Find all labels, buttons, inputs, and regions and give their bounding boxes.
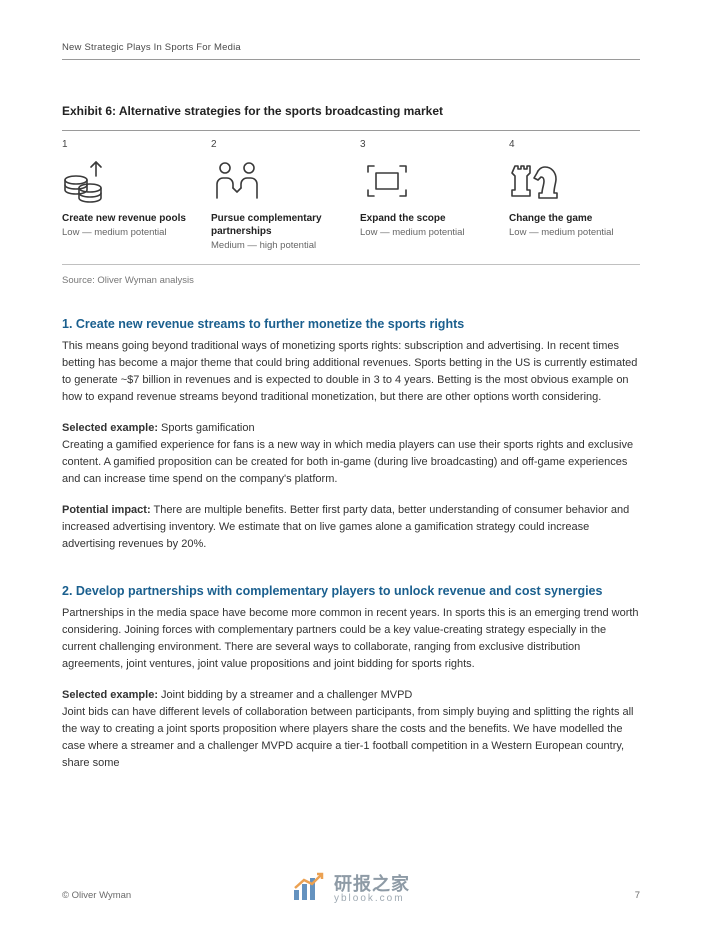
footer-page-number: 7 xyxy=(635,890,640,901)
selected-example: Selected example: Sports gamification Cr… xyxy=(62,420,640,488)
section-2: 2. Develop partnerships with complementa… xyxy=(62,583,640,772)
strategy-name: Expand the scope xyxy=(360,212,491,225)
strategy-potential: Low — medium potential xyxy=(509,227,640,239)
example-label: Selected example: xyxy=(62,689,158,701)
exhibit-title: Exhibit 6: Alternative strategies for th… xyxy=(62,104,640,118)
section-body: This means going beyond traditional ways… xyxy=(62,338,640,406)
section-body: Partnerships in the media space have bec… xyxy=(62,605,640,673)
exhibit-block: Exhibit 6: Alternative strategies for th… xyxy=(62,104,640,286)
strategy-name: Pursue complementary partnerships xyxy=(211,212,342,238)
footer-copyright: © Oliver Wyman xyxy=(62,890,131,901)
example-title: Joint bidding by a streamer and a challe… xyxy=(158,689,412,701)
exhibit-source: Source: Oliver Wyman analysis xyxy=(62,275,640,286)
strategy-number: 4 xyxy=(509,139,640,150)
expand-scope-icon xyxy=(360,156,491,206)
strategy-item: 4 Change the game Low — medium potential xyxy=(509,139,640,252)
impact-label: Potential impact: xyxy=(62,504,151,516)
strategy-item: 1 Create new revenue pools Low — medium … xyxy=(62,139,193,252)
strategy-potential: Low — medium potential xyxy=(62,227,193,239)
watermark-url: yblook.com xyxy=(334,894,410,905)
partnership-icon xyxy=(211,156,342,206)
strategy-number: 1 xyxy=(62,139,193,150)
section-heading: 1. Create new revenue streams to further… xyxy=(62,316,640,334)
strategy-potential: Low — medium potential xyxy=(360,227,491,239)
header-rule xyxy=(62,59,640,60)
section-heading: 2. Develop partnerships with complementa… xyxy=(62,583,640,601)
page-header: New Strategic Plays In Sports For Media xyxy=(62,42,640,60)
exhibit-rule-top xyxy=(62,130,640,131)
exhibit-rule-bottom xyxy=(62,264,640,265)
header-title: New Strategic Plays In Sports For Media xyxy=(62,42,640,53)
strategy-number: 3 xyxy=(360,139,491,150)
example-body: Creating a gamified experience for fans … xyxy=(62,439,633,485)
chess-icon xyxy=(509,156,640,206)
strategy-potential: Medium — high potential xyxy=(211,240,342,252)
example-title: Sports gamification xyxy=(158,422,255,434)
strategy-item: 3 Expand the scope Low — medium potentia… xyxy=(360,139,491,252)
watermark: 研报之家 yblook.com xyxy=(292,872,410,907)
strategy-name: Change the game xyxy=(509,212,640,225)
strategy-grid: 1 Create new revenue pools Low — medium … xyxy=(62,139,640,252)
strategy-item: 2 Pursue complementary partnerships Medi… xyxy=(211,139,342,252)
potential-impact: Potential impact: There are multiple ben… xyxy=(62,502,640,553)
example-label: Selected example: xyxy=(62,422,158,434)
selected-example: Selected example: Joint bidding by a str… xyxy=(62,687,640,772)
watermark-text: 研报之家 yblook.com xyxy=(334,875,410,904)
section-1: 1. Create new revenue streams to further… xyxy=(62,316,640,553)
watermark-cn: 研报之家 xyxy=(334,875,410,894)
strategy-number: 2 xyxy=(211,139,342,150)
example-body: Joint bids can have different levels of … xyxy=(62,706,634,769)
coins-arrow-icon xyxy=(62,156,193,206)
watermark-chart-icon xyxy=(292,872,326,907)
strategy-name: Create new revenue pools xyxy=(62,212,193,225)
